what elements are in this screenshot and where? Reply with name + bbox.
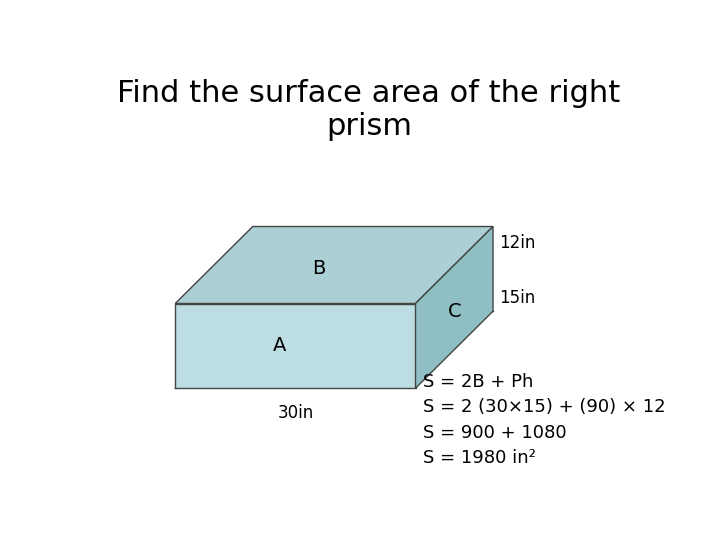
Polygon shape [175,303,415,388]
Text: S = 2 (30×15) + (90) × 12: S = 2 (30×15) + (90) × 12 [423,398,666,416]
Text: 15in: 15in [499,289,536,307]
Polygon shape [175,226,493,303]
Text: 12in: 12in [499,234,536,252]
Text: S = 900 + 1080: S = 900 + 1080 [423,423,567,442]
Text: S = 1980 in²: S = 1980 in² [423,449,536,467]
Text: C: C [447,302,461,321]
Polygon shape [415,226,493,388]
Text: A: A [273,336,287,355]
Text: Find the surface area of the right
prism: Find the surface area of the right prism [117,79,621,141]
Text: B: B [312,259,325,278]
Text: 30in: 30in [277,403,313,422]
Text: S = 2B + Ph: S = 2B + Ph [423,373,534,391]
